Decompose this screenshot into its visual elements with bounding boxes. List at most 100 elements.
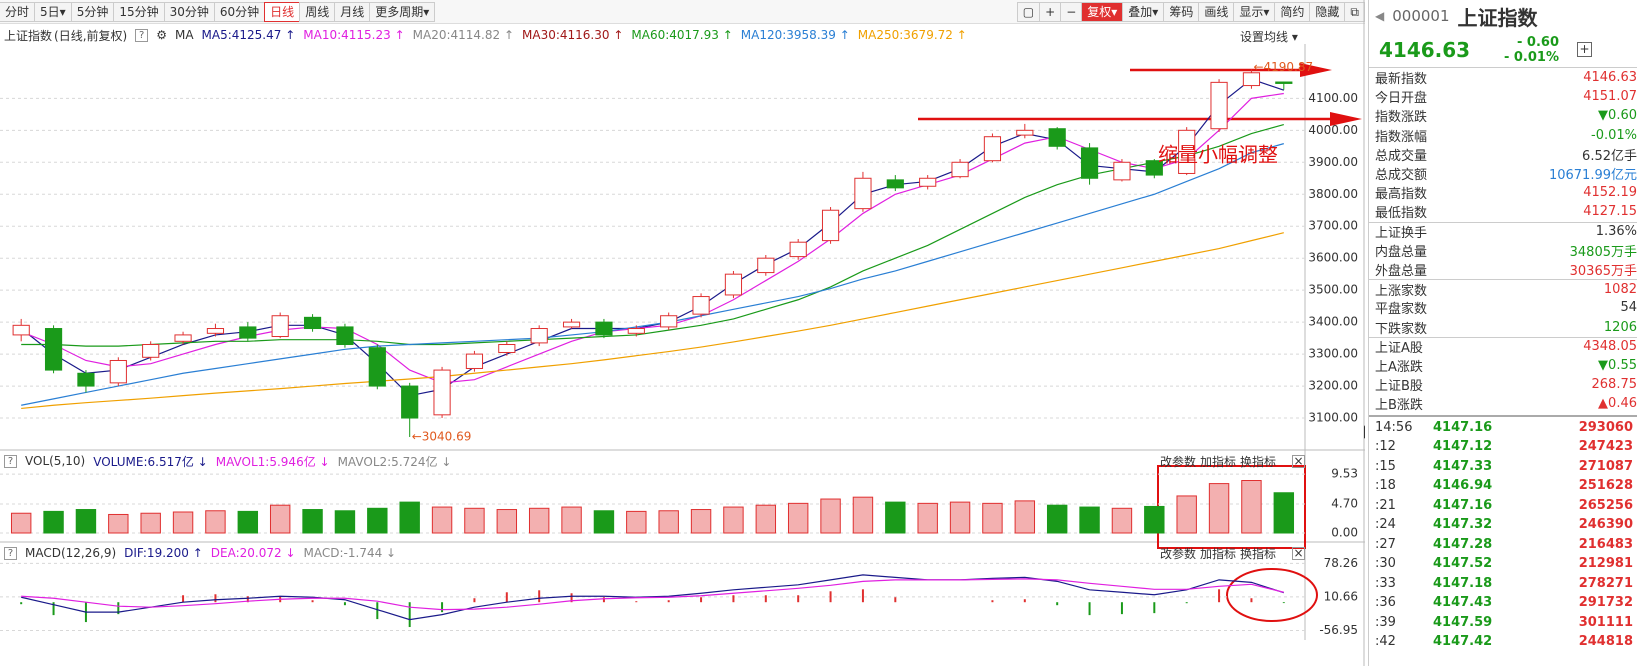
close-button[interactable]: × [1292,454,1305,468]
period-button[interactable]: 日线 [264,1,301,22]
settings-ma[interactable]: 设置均线 ▾ [1240,30,1298,44]
row-label: 上证换手 [1375,226,1428,242]
candle-body [206,328,225,334]
candle-body [303,316,322,330]
volume-bar [496,509,518,534]
tick-price: 4147.42 [1433,634,1493,650]
tool-button[interactable]: 简约 [1274,1,1311,22]
tool-button[interactable]: 筹码 [1163,1,1200,22]
tool-button[interactable]: 显示▾ [1233,1,1276,22]
icon-button[interactable]: − [1060,1,1083,22]
period-button[interactable]: 5日▾ [34,1,72,22]
quote-row: 今日开盘 4151.07 [1369,87,1637,106]
tick-volume: 247423 [1578,439,1633,455]
period-button[interactable]: 月线 [334,1,371,22]
tool-button[interactable]: 复权▾ [1081,1,1124,22]
volume-bar [885,501,906,534]
y-tick-label: 3800.00 [1308,187,1358,201]
tick-price: 4147.12 [1433,439,1493,455]
tick-volume: 216483 [1578,536,1633,552]
collapse-arrow[interactable] [1364,425,1365,439]
tick-row: :15 4147.33 271087 [1369,456,1637,476]
close-button[interactable]: × [1292,546,1305,560]
period-button[interactable]: 5分钟 [70,1,115,22]
title: 上证指数 [4,28,53,43]
tick-row: :18 4146.94 251628 [1369,476,1637,496]
indicator-button[interactable]: 加指标 [1200,547,1237,561]
tool-button[interactable]: 叠加▾ [1122,1,1165,22]
volume-bar [43,510,64,534]
candle-body [919,177,937,187]
indicator: MA [174,28,194,42]
indicator-button[interactable]: 换指标 [1240,455,1277,469]
quote-row: 总成交额 10671.99亿元 [1369,164,1637,183]
tick-time: :33 [1375,575,1396,591]
tick-price: 4147.18 [1433,575,1493,591]
tick-time: :12 [1375,439,1396,455]
volume-bar [820,498,841,534]
period-button[interactable]: 周线 [299,1,336,22]
y-tick-label: -56.95 [1319,623,1358,637]
volume-bar [431,506,453,534]
candle-body [239,326,257,339]
add-button[interactable]: + [1577,42,1592,57]
indicator-button[interactable]: 改参数 [1160,547,1197,561]
tick-row: :36 4147.43 291732 [1369,593,1637,613]
annotation: ←4190.87 [1253,60,1313,74]
help-icon[interactable]: ? [4,546,17,560]
period-button[interactable]: 分时 [0,1,36,22]
volume-bar [464,507,485,534]
period-button[interactable]: 更多周期▾ [369,1,436,22]
tick-price: 4147.43 [1433,595,1493,611]
volume-bar [723,506,744,534]
candle-body [724,273,743,296]
legend-item: MA120:3958.39 ↑ [740,28,850,42]
line [21,143,1284,406]
tool-button[interactable]: 隐藏 [1309,1,1346,22]
tick-volume: 212981 [1578,556,1633,572]
candle-body [789,241,807,258]
help-icon[interactable]: ? [4,454,17,468]
tool-button[interactable]: 画线 [1198,1,1235,22]
icon-button[interactable]: ▢ [1016,1,1041,22]
quote-row: 平盘家数 54 [1369,298,1637,317]
candle-body [983,136,1002,162]
row-label: 上证A股 [1375,341,1423,357]
volume-bar [75,509,97,534]
indicator-button[interactable]: 加指标 [1200,455,1237,469]
line [21,578,1284,611]
row-label: 上B涨跌 [1375,398,1423,414]
quote-rows: 最新指数 4146.63 今日开盘 4151.07 指数涨跌 ▼0.60 指数涨幅 -0.01… [1369,68,1637,413]
tick-price: 4147.32 [1433,517,1493,533]
period-button[interactable]: 30分钟 [163,1,215,22]
volume-bar [982,502,1003,534]
row-value: 10671.99亿元 [1548,168,1637,184]
title: VOL(5,10) [25,454,86,468]
candle-body [1210,81,1228,130]
candle-body [271,315,289,338]
help-icon[interactable]: ? [135,28,149,42]
volume-bar [528,507,550,534]
period-button[interactable]: 15分钟 [113,1,165,22]
indicator-button[interactable]: 改参数 [1160,455,1197,469]
legend-item: DEA:20.072 ↓ [210,546,296,560]
candle-body [77,372,95,387]
tick-time: :21 [1375,497,1396,513]
y-tick-label: 3300.00 [1308,347,1358,361]
tick-volume: 301111 [1578,614,1633,630]
icon-button[interactable]: ⧉ [1344,1,1365,22]
volume-bar [172,511,194,534]
y-tick-label: 3500.00 [1308,283,1358,297]
row-label: 最新指数 [1375,72,1428,88]
volume-bar [140,512,161,534]
icon-button[interactable]: + [1039,1,1062,22]
settings-icon[interactable]: ⚙ [156,28,167,42]
indicator-button[interactable]: 换指标 [1240,547,1277,561]
legend-item: MACD:-1.744 ↓ [303,546,397,560]
period-button[interactable]: 60分钟 [213,1,266,22]
row-value: 268.75 [1591,377,1637,393]
quote-panel: ◀ 000001 上证指数 4146.63 - 0.60- 0.01% + 最新指… [1368,0,1637,666]
volume-bar [399,501,420,534]
quote-price: 4146.63 - 0.60- 0.01% + [1369,32,1637,68]
